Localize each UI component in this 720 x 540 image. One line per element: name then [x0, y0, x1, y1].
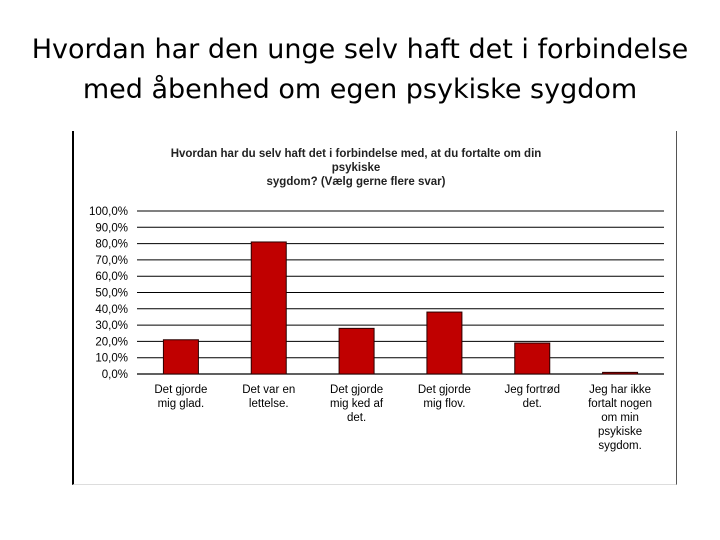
chart-title: Hvordan har du selv haft det i forbindel… [146, 147, 566, 189]
y-tick-label: 90,0% [95, 222, 128, 234]
bar [602, 371, 639, 375]
y-tick-label: 20,0% [95, 336, 128, 348]
chart-title-line-1: Hvordan har du selv haft det i forbindel… [170, 148, 542, 174]
bar [338, 327, 375, 375]
slide-title-line-1: Hvordan har den unge selv haft det i for… [31, 34, 689, 65]
x-category-label: Det gjorde mig glad. [154, 384, 207, 410]
y-tick-label: 40,0% [95, 304, 128, 316]
chart-title-line-2: sygdom? (Vælg gerne flere svar) [266, 176, 446, 188]
bar-chart: 0,0% 10,0% 20,0% 30,0% 40,0% 50,0% 60,0% 70,0% 8… [89, 206, 664, 452]
x-category-label: Jeg fortrød det. [504, 384, 560, 410]
y-tick-label: 0,0% [102, 369, 128, 381]
x-category-label: Det gjorde mig flov. [418, 384, 471, 410]
y-tick-label: 70,0% [95, 255, 128, 267]
y-tick-label: 100,0% [89, 206, 128, 218]
y-tick-label: 30,0% [95, 320, 128, 332]
bar [162, 339, 199, 375]
y-tick-label: 10,0% [95, 353, 128, 365]
slide-title: Hvordan har den unge selv haft det i for… [20, 30, 700, 110]
slide-title-line-2: med åbenhed om egen psykiske sygdom [82, 74, 638, 105]
bar [426, 311, 463, 375]
bar [250, 241, 287, 375]
x-category-label: Jeg har ikke fortalt nogen om min psykiske s… [588, 384, 652, 452]
x-category-label: Det var en lettelse. [242, 384, 295, 410]
y-tick-label: 50,0% [95, 288, 128, 300]
y-tick-label: 80,0% [95, 239, 128, 251]
chart-frame: Hvordan har du selv haft det i forbindel… [72, 131, 677, 485]
x-category-label: Det gjorde mig ked af det. [330, 384, 384, 424]
y-tick-label: 60,0% [95, 271, 128, 283]
bar [514, 342, 551, 375]
